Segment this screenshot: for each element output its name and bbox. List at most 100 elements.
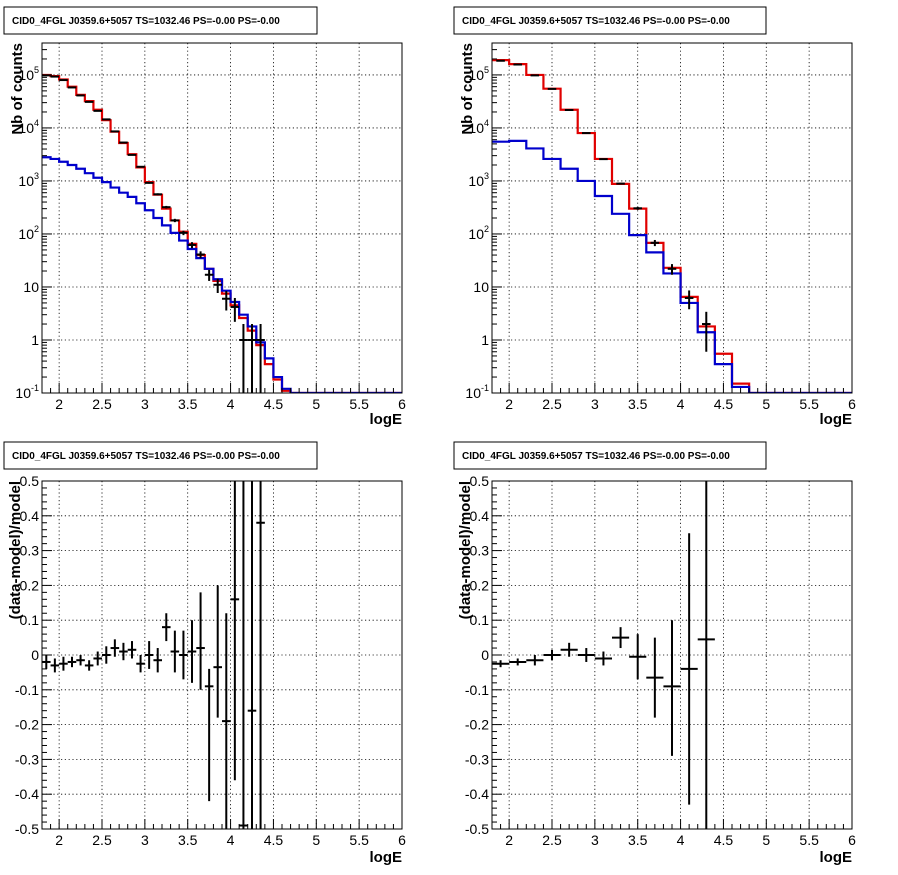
data-point <box>239 324 248 393</box>
data-point <box>702 311 711 352</box>
y-tick-label: 0.3 <box>470 543 490 559</box>
x-tick-label: 4.5 <box>264 832 284 848</box>
data-point <box>247 324 257 393</box>
x-axis-title: logE <box>370 849 403 866</box>
y-tick-label: -0.2 <box>15 717 39 733</box>
y-tick-label: 10-1 <box>15 383 39 401</box>
data-point <box>170 630 180 673</box>
y-tick-label: 0.1 <box>470 612 490 628</box>
data-point <box>196 251 205 259</box>
data-point <box>119 141 128 144</box>
panel-counts-coarse: CID0_4FGL J0359.6+5057 TS=1032.46 PS=-0.… <box>453 6 856 428</box>
background-histogram-line <box>492 139 852 393</box>
chart-title: CID0_4FGL J0359.6+5057 TS=1032.46 PS=-0.… <box>462 451 730 462</box>
data-point <box>102 646 111 664</box>
data-point <box>492 660 510 668</box>
y-tick-label: 0.5 <box>470 473 490 489</box>
data-point <box>50 658 60 673</box>
data-point <box>222 290 231 311</box>
data-point <box>526 655 544 666</box>
y-tick-label: 0.3 <box>20 543 40 559</box>
y-tick-label: -0.1 <box>465 682 489 698</box>
x-tick-label: 4 <box>227 396 235 412</box>
grid <box>492 481 852 829</box>
y-tick-label: 105 <box>468 65 489 83</box>
data-point <box>136 655 145 673</box>
y-tick-label: 0.4 <box>470 508 490 524</box>
x-axis-title: logE <box>370 411 403 428</box>
y-tick-label: 0.5 <box>20 473 40 489</box>
plot-content <box>492 59 852 393</box>
x-tick-label: 4.5 <box>714 396 734 412</box>
x-tick-label: 2 <box>505 396 513 412</box>
data-point <box>509 658 527 666</box>
data-point <box>612 627 630 649</box>
y-tick-label: 10 <box>23 279 39 295</box>
panel-residuals-fine: CID0_4FGL J0359.6+5057 TS=1032.46 PS=-0.… <box>3 441 406 866</box>
x-tick-label: 2 <box>55 832 63 848</box>
x-tick-label: 6 <box>848 832 856 848</box>
x-tick-label: 4 <box>677 396 685 412</box>
x-tick-label: 5 <box>762 396 770 412</box>
y-tick-label: -0.3 <box>15 751 39 767</box>
x-tick-label: 2 <box>55 396 63 412</box>
panel-residuals-coarse: CID0_4FGL J0359.6+5057 TS=1032.46 PS=-0.… <box>453 441 856 866</box>
y-tick-label: -0.5 <box>15 821 39 837</box>
background-histogram-line <box>42 156 402 393</box>
data-point <box>629 634 647 680</box>
x-tick-label: 5.5 <box>799 396 819 412</box>
plot-content <box>492 481 715 829</box>
y-tick-label: 105 <box>18 65 39 83</box>
y-tick-label: 0.1 <box>20 612 40 628</box>
title-box <box>453 441 767 470</box>
y-tick-label: 104 <box>18 118 39 136</box>
y-tick-label: 103 <box>468 171 489 189</box>
x-tick-label: 3.5 <box>178 396 198 412</box>
y-tick-label: 103 <box>18 171 39 189</box>
data-point <box>680 533 698 805</box>
y-tick-label: 10 <box>473 279 489 295</box>
chart-title: CID0_4FGL J0359.6+5057 TS=1032.46 PS=-0.… <box>462 16 730 27</box>
x-tick-label: 2 <box>505 832 513 848</box>
data-point <box>633 206 642 210</box>
data-point <box>222 613 231 829</box>
data-point <box>136 165 145 168</box>
data-point <box>110 639 120 657</box>
x-axis-ticks: 2 2.5 3 3.5 4 4.5 5 5.5 6 <box>491 819 856 848</box>
y-tick-label: 102 <box>18 224 39 242</box>
x-tick-label: 5.5 <box>349 396 369 412</box>
data-point <box>59 79 68 82</box>
plot-frame <box>41 42 403 394</box>
x-tick-label: 5 <box>762 832 770 848</box>
data-point <box>59 656 68 671</box>
y-tick-label: 10-1 <box>465 383 489 401</box>
y-tick-label: 0.2 <box>20 577 40 593</box>
y-axis-title: (data-model)/model <box>457 481 474 619</box>
data-point <box>204 269 214 281</box>
y-tick-label: -0.1 <box>15 682 39 698</box>
title-box <box>3 441 318 470</box>
data-point <box>650 239 660 247</box>
data-point <box>582 132 591 135</box>
y-tick-label: 0.2 <box>470 577 490 593</box>
data-point <box>67 656 77 668</box>
x-tick-label: 4 <box>677 832 685 848</box>
y-axis-ticks: -0.5 -0.4 -0.3 -0.2 -0.1 0 0.1 0.2 0.3 0.4 0.5 <box>465 473 502 837</box>
data-point <box>247 481 257 829</box>
data-point <box>170 218 180 223</box>
x-tick-label: 4.5 <box>264 396 284 412</box>
x-tick-label: 3 <box>591 396 599 412</box>
y-axis-ticks: -0.5 -0.4 -0.3 -0.2 -0.1 0 0.1 0.2 0.3 0.4 0.5 <box>15 473 52 837</box>
x-tick-label: 5 <box>312 396 320 412</box>
data-point <box>162 205 171 209</box>
x-tick-label: 6 <box>848 396 856 412</box>
data-point <box>196 592 205 690</box>
x-tick-label: 5 <box>312 832 320 848</box>
y-tick-label: 102 <box>468 224 489 242</box>
data-point <box>213 278 222 293</box>
data-point <box>684 290 694 310</box>
x-tick-label: 4.5 <box>714 832 734 848</box>
data-point <box>577 648 595 662</box>
y-tick-label: 0.4 <box>20 508 40 524</box>
data-point <box>187 242 197 249</box>
